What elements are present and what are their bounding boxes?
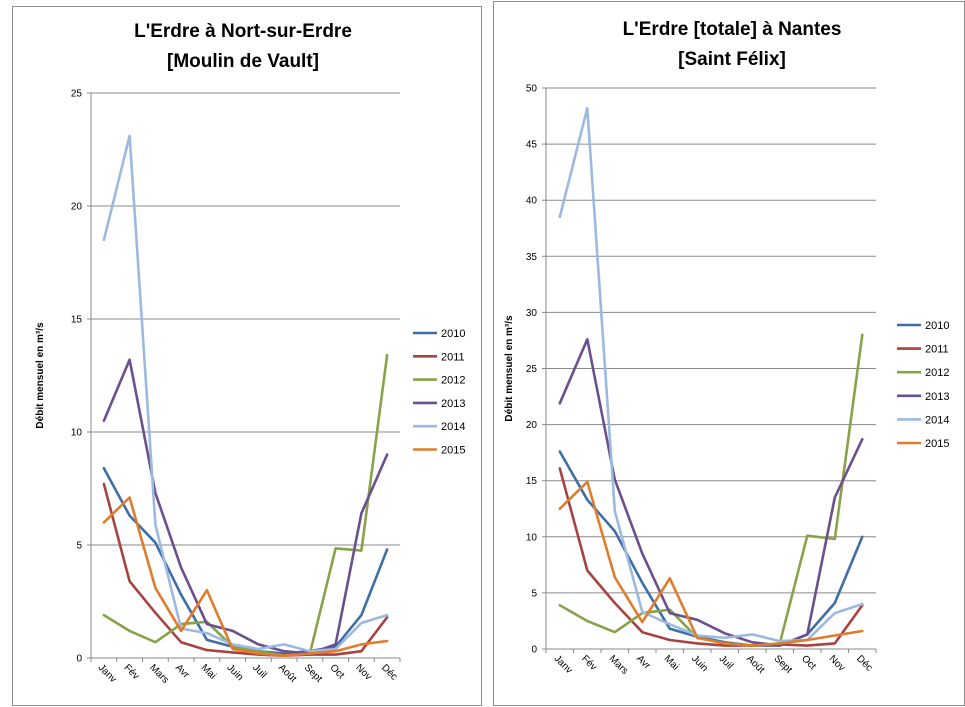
legend-label: 2011 [925,344,949,356]
y-tick-label: 25 [526,364,538,375]
x-tick-label: Août [744,653,766,675]
legend-label: 2010 [925,320,949,332]
x-tick-label: Oct [328,662,347,681]
x-tick-label: Mars [147,662,171,686]
y-tick-label: 20 [526,420,538,431]
legend-label: 2014 [441,421,465,433]
x-tick-label: Déc [379,662,399,682]
y-tick-label: 15 [71,315,83,326]
legend-label: 2012 [441,375,465,387]
x-tick-label: Sept [302,662,324,684]
x-tick-label: Janv [552,653,575,676]
legend-label: 2013 [441,398,465,410]
x-tick-label: Mars [607,653,631,677]
y-tick-label: 40 [526,196,538,207]
y-axis-title: Débit mensuel en m³/s [504,315,515,422]
x-tick-label: Janv [96,662,119,685]
legend-label: 2015 [441,445,465,457]
series-line-2011 [102,482,389,658]
legend-label: 2010 [441,328,465,340]
chart-title-line: L'Erdre à Nort-sur-Erdre [134,21,352,42]
x-tick-label: Avr [634,653,653,672]
series-line-2014 [558,106,864,643]
y-tick-label: 0 [531,645,537,656]
y-tick-label: 25 [71,89,83,100]
x-tick-label: Sept [772,653,794,675]
series-line-2014 [102,134,389,653]
line-chart-nantes: L'Erdre [totale] à Nantes [Saint Félix] 0 5… [504,19,949,677]
y-tick-label: 45 [526,140,538,151]
legend-label: 2014 [925,414,949,426]
x-tick-label: Mai [199,662,218,681]
x-tick-label: Juil [717,653,735,671]
y-tick-label: 0 [76,654,82,665]
chart-title-line: [Moulin de Vault] [167,51,319,72]
y-tick-label: 10 [71,428,83,439]
y-tick-label: 20 [71,202,83,213]
x-tick-label: Nov [827,653,847,673]
x-tick-label: Juin [225,662,246,683]
y-tick-label: 15 [526,476,538,487]
series-line-2012 [102,353,389,658]
chart-title-line: [Saint Félix] [678,49,786,70]
x-tick-label: Fév [122,662,142,682]
y-tick-label: 5 [76,541,82,552]
x-tick-label: Déc [854,653,874,673]
legend-label: 2012 [925,367,949,379]
x-tick-label: Août [276,662,298,684]
legend-label: 2013 [925,391,949,403]
legend-label: 2015 [925,438,949,450]
x-tick-label: Juin [689,653,710,674]
y-tick-label: 30 [526,308,538,319]
chart-title-line: L'Erdre [totale] à Nantes [623,19,842,40]
x-tick-label: Mai [662,653,681,672]
x-tick-label: Juil [250,662,268,680]
series-line-2015 [102,496,389,658]
legend-label: 2011 [441,351,465,363]
chart-panel-nort-sur-erdre: L'Erdre à Nort-sur-Erdre [Moulin de Vault… [12,6,482,706]
x-tick-label: Oct [799,653,818,672]
series-line-2015 [558,480,864,647]
x-tick-label: Fév [579,653,599,673]
series-line-2011 [558,467,864,647]
y-tick-label: 35 [526,252,538,263]
x-tick-label: Nov [353,662,373,682]
line-chart-nort-sur-erdre: L'Erdre à Nort-sur-Erdre [Moulin de Vault… [35,21,465,686]
chart-panel-nantes: L'Erdre [totale] à Nantes [Saint Félix] 0 5… [493,1,965,706]
y-tick-label: 50 [526,84,538,95]
y-tick-label: 10 [526,532,538,543]
y-tick-label: 5 [531,588,537,599]
y-axis-title: Débit mensuel en m³/s [35,322,46,429]
x-tick-label: Avr [173,662,192,681]
